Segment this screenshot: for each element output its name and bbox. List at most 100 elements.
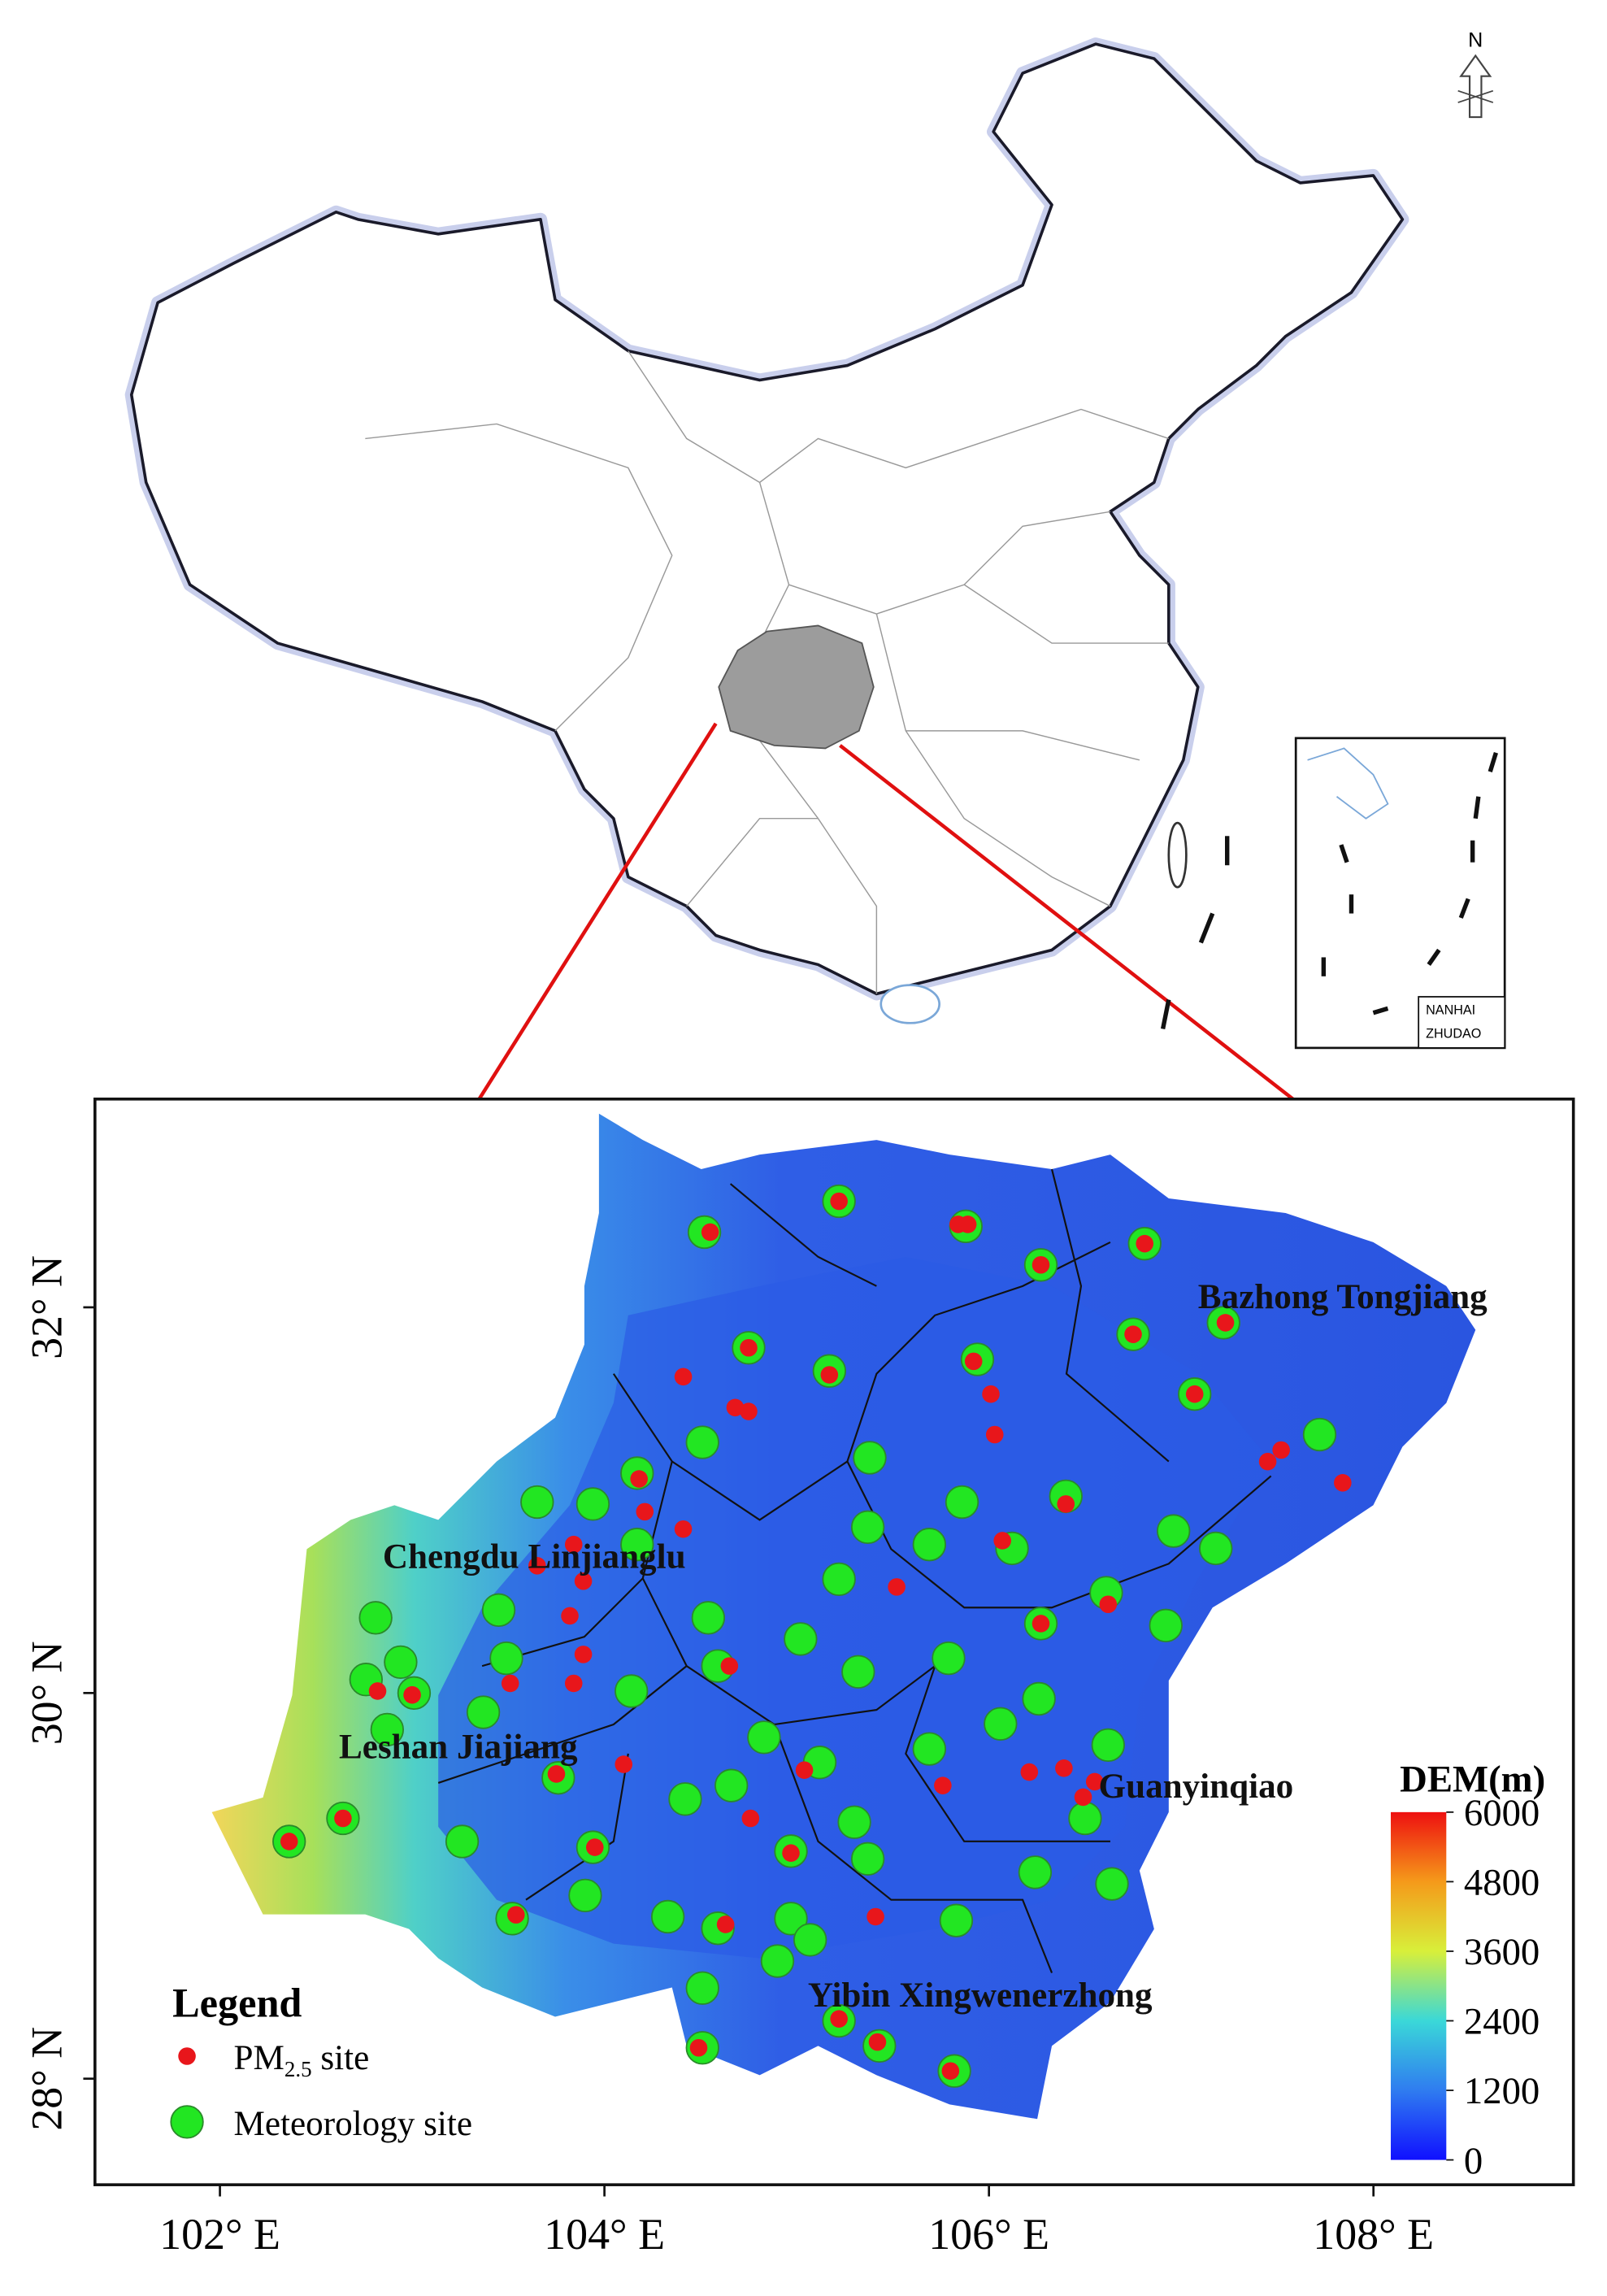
legend-met-symbol bbox=[170, 2105, 204, 2139]
pm25-site bbox=[782, 1844, 800, 1862]
station-label: Leshan Jiajiang bbox=[339, 1728, 578, 1766]
meteorology-site bbox=[575, 1487, 610, 1521]
colorbar-tick-label: 0 bbox=[1464, 2140, 1483, 2182]
pm25-site bbox=[982, 1385, 1000, 1403]
legend-title: Legend bbox=[172, 1980, 302, 2025]
colorbar-tick-label: 2400 bbox=[1464, 2001, 1540, 2043]
meteorology-site bbox=[466, 1695, 501, 1729]
pm25-site bbox=[1136, 1234, 1154, 1253]
china-outline bbox=[129, 42, 1405, 996]
pm25-site bbox=[1057, 1495, 1075, 1513]
colorbar-title: DEM(m) bbox=[1400, 1759, 1545, 1801]
meteorology-site bbox=[932, 1641, 966, 1676]
pm25-site bbox=[795, 1761, 814, 1779]
meteorology-site bbox=[714, 1768, 749, 1802]
meteorology-site bbox=[358, 1601, 393, 1635]
meteorology-site bbox=[939, 1903, 974, 1937]
pm25-site bbox=[866, 1907, 884, 1926]
inset-coast bbox=[1307, 747, 1389, 820]
pm25-site bbox=[934, 1776, 952, 1794]
meteorology-site bbox=[370, 1712, 405, 1747]
dash-line bbox=[1160, 836, 1230, 1030]
dem-basin bbox=[438, 1256, 1271, 1959]
pm25-site bbox=[1020, 1763, 1039, 1781]
meteorology-site bbox=[784, 1622, 818, 1656]
meteorology-site bbox=[850, 1510, 885, 1545]
pm25-site bbox=[547, 1765, 566, 1783]
sichuan-basin-highlight bbox=[718, 624, 875, 750]
y-tick-label: 28° N bbox=[22, 2027, 71, 2131]
meteorology-site bbox=[1068, 1801, 1102, 1836]
pm25-site bbox=[868, 2033, 887, 2051]
north-arrow: N bbox=[1457, 29, 1494, 119]
meteorology-site bbox=[760, 1944, 795, 1978]
meteorology-site bbox=[489, 1641, 523, 1676]
pm25-site bbox=[1055, 1759, 1073, 1777]
meteorology-site bbox=[1095, 1867, 1129, 1901]
meteorology-site bbox=[685, 1971, 719, 2005]
pm25-site bbox=[574, 1572, 593, 1590]
pm25-site bbox=[941, 2062, 960, 2081]
legend-met-label: Meteorology site bbox=[234, 2105, 472, 2143]
meteorology-site bbox=[384, 1645, 418, 1680]
pm25-site bbox=[585, 1838, 604, 1856]
legend: Legend PM2.5 site Meteorology site bbox=[170, 1980, 472, 2143]
station-label: Bazhong Tongjiang bbox=[1198, 1278, 1488, 1316]
colorbar-tick-label: 6000 bbox=[1464, 1792, 1540, 1834]
meteorology-site bbox=[1157, 1514, 1191, 1548]
taiwan bbox=[1167, 821, 1188, 889]
x-tick-label: 106° E bbox=[928, 2210, 1049, 2259]
meteorology-site bbox=[793, 1923, 827, 1957]
pm25-site bbox=[701, 1223, 719, 1241]
meteorology-site bbox=[984, 1707, 1018, 1741]
station-label: Chengdu Linjianglu bbox=[383, 1538, 686, 1576]
meteorology-site bbox=[615, 1674, 649, 1708]
zoom-line bbox=[839, 744, 1294, 1101]
meteorology-site bbox=[620, 1528, 654, 1562]
meteorology-site bbox=[1199, 1531, 1233, 1566]
meteorology-site bbox=[837, 1805, 871, 1839]
colorbar: DEM(m) 0 1200 2400 3600 4800 6000 bbox=[1391, 1759, 1545, 2182]
north-arrow-detail bbox=[1457, 89, 1494, 103]
pm25-site bbox=[1272, 1441, 1290, 1459]
colorbar-tick-label: 3600 bbox=[1464, 1931, 1540, 1973]
meteorology-site bbox=[1149, 1608, 1183, 1642]
pm25-site bbox=[993, 1532, 1011, 1550]
meteorology-site bbox=[668, 1782, 702, 1816]
pm25-site bbox=[1124, 1325, 1142, 1343]
inset-label-box bbox=[1418, 996, 1506, 1049]
pm25-site bbox=[674, 1368, 693, 1386]
station-label: Yibin Xingwenerzhong bbox=[808, 1976, 1153, 2015]
pm25-site bbox=[636, 1502, 654, 1521]
pm25-site bbox=[1185, 1385, 1204, 1403]
pm25-site bbox=[1099, 1595, 1118, 1614]
pm25-site bbox=[368, 1682, 387, 1700]
pm25-site bbox=[716, 1916, 735, 1933]
zoom-line bbox=[477, 722, 718, 1100]
meteorology-site bbox=[685, 1425, 719, 1459]
pm25-site bbox=[403, 1685, 421, 1704]
pm25-site bbox=[1032, 1255, 1050, 1274]
pm25-site bbox=[689, 2038, 708, 2057]
meteorology-site bbox=[445, 1824, 480, 1859]
colorbar-tick-label: 4800 bbox=[1464, 1862, 1540, 1904]
meteorology-site bbox=[520, 1485, 554, 1520]
meteorology-site bbox=[945, 1485, 979, 1520]
pm25-site bbox=[964, 1352, 983, 1371]
legend-pm-main: PM bbox=[234, 2039, 284, 2077]
meteorology-site bbox=[747, 1720, 781, 1755]
pm25-site bbox=[574, 1646, 593, 1663]
pm25-site bbox=[720, 1657, 739, 1675]
pm25-site bbox=[1334, 1474, 1352, 1492]
legend-pm-suffix: site bbox=[312, 2039, 370, 2077]
pm25-site bbox=[985, 1425, 1004, 1444]
study-area-map: 102° E 104° E 106° E 108° E 28° N 30° N 32° N B… bbox=[22, 1097, 1575, 2259]
legend-pm-symbol bbox=[178, 2047, 196, 2065]
pm25-site bbox=[280, 1833, 298, 1850]
pm25-site bbox=[507, 1906, 525, 1924]
inset-label: NANHAI bbox=[1426, 1003, 1475, 1018]
pm25-site bbox=[1258, 1452, 1277, 1471]
pm25-site bbox=[1074, 1788, 1092, 1807]
